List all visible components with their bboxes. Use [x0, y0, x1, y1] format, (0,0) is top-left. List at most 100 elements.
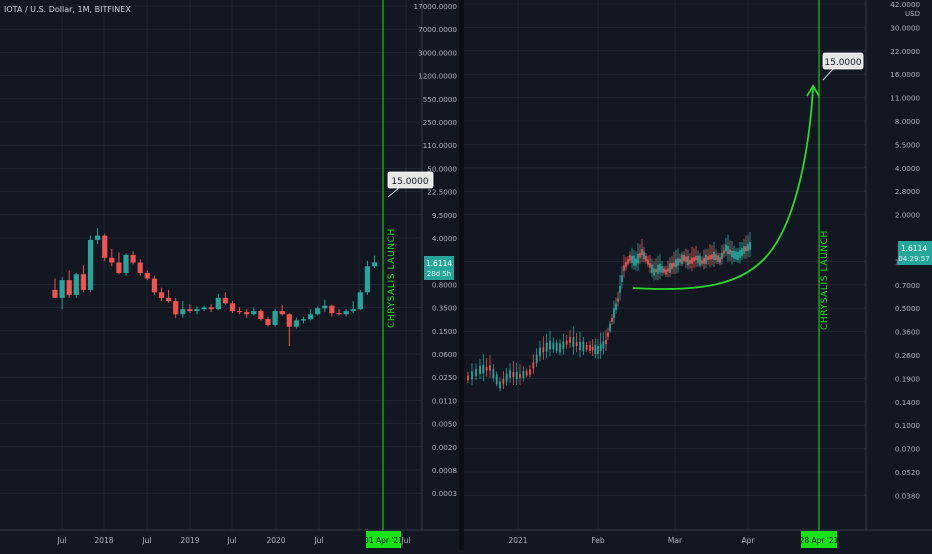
right-candle-body	[532, 362, 535, 369]
left-y-tick-label: 4.0000	[432, 234, 458, 243]
left-candle-body	[194, 309, 200, 312]
right-candle-body	[655, 269, 657, 273]
right-candle-body	[737, 251, 739, 261]
left-target-callout	[387, 171, 434, 189]
right-candle-body	[733, 250, 735, 259]
right-y-tick-label: 8.0000	[895, 117, 921, 126]
left-candle-body	[187, 309, 193, 312]
left-grid	[0, 0, 459, 531]
right-candle-body	[617, 298, 619, 302]
right-candle-body	[637, 254, 639, 264]
right-candle-body	[691, 257, 693, 264]
right-candle-body	[673, 262, 675, 267]
right-candle-body	[485, 366, 488, 371]
left-candle-body	[329, 305, 335, 314]
right-candle-body	[625, 262, 627, 268]
right-candle-body	[585, 344, 588, 350]
left-candle-body	[173, 301, 179, 315]
right-candle-body	[669, 263, 671, 273]
left-y-tick-label: 3000.0000	[418, 48, 457, 57]
left-candle-body	[215, 297, 221, 310]
left-y-tick-label: 0.0003	[432, 489, 457, 498]
left-candle-body	[343, 311, 349, 315]
left-y-tick-label: 50.0000	[427, 164, 457, 173]
left-candle-body	[144, 272, 150, 279]
left-x-tick-label: 2018	[94, 536, 113, 545]
right-candle-body	[509, 370, 511, 378]
left-candle-body	[87, 239, 94, 290]
left-candle-body	[166, 297, 172, 302]
right-y-tick-label: 30.0000	[890, 23, 920, 32]
left-candle-body	[102, 235, 108, 258]
right-candle-body	[651, 264, 653, 273]
left-y-tick-label: 17000.0000	[414, 2, 458, 11]
left-x-tick-label: 2019	[180, 536, 199, 545]
right-candle-body	[479, 365, 481, 375]
left-candle-body	[151, 278, 157, 293]
right-candle-body	[699, 255, 701, 266]
right-candle-body	[631, 255, 633, 263]
right-candle-body	[653, 268, 655, 276]
left-x-tick-label: Jul	[226, 536, 236, 545]
right-candle-body	[582, 341, 585, 352]
right-candle-body	[645, 256, 647, 262]
projection-arrowhead	[806, 84, 820, 97]
left-candle-body	[364, 266, 370, 293]
left-chart-pane[interactable]: CHRYSALIS LAUNCH 15.0000 IOTA / U.S. Dol…	[0, 0, 459, 548]
right-candle-body	[739, 250, 741, 258]
left-chart-header: IOTA / U.S. Dollar, 1M, BITFINEX	[4, 5, 131, 14]
left-price-axis[interactable]: 17000.0000 7000.0000 3000.0000 1200.0000 550…	[56, 2, 457, 545]
right-price-countdown: 04:29:57	[898, 255, 929, 263]
right-candle-body	[467, 375, 469, 381]
right-candle-body	[685, 256, 687, 263]
right-candle-body	[643, 251, 645, 260]
right-y-tick-label: 4.0000	[895, 164, 921, 173]
right-candle-body	[703, 257, 705, 264]
right-candle-body	[475, 369, 477, 377]
right-candle-body	[677, 258, 679, 266]
left-y-tick-label: 110.0000	[423, 141, 458, 150]
right-candle-body	[713, 251, 715, 261]
right-candle-body	[489, 365, 491, 371]
right-y-tick-label: 0.1000	[895, 421, 921, 430]
right-candle-body	[689, 260, 691, 264]
left-candle-body	[258, 311, 264, 320]
left-candle-body	[371, 262, 378, 267]
right-candle-body	[657, 264, 659, 274]
left-target-label: 15.0000	[391, 177, 428, 187]
right-x-tick-label: Apr	[742, 536, 756, 545]
pane-divider[interactable]	[459, 0, 464, 550]
right-price-axis[interactable]: 42.0000 30.0000 22.0000 16.0000 11.0000 8.000…	[508, 0, 920, 545]
right-candle-body	[529, 369, 531, 375]
right-candle-body	[519, 374, 521, 378]
right-candle-body	[649, 263, 651, 268]
left-price-tag: 1.6114 28d 5h	[424, 256, 454, 280]
right-event-label: CHRYSALIS LAUNCH	[820, 230, 830, 330]
left-candle-body	[95, 235, 101, 240]
right-candle-body	[665, 269, 667, 275]
right-candle-body	[611, 318, 613, 322]
right-chart-pane[interactable]: CHRYSALIS LAUNCH 15.0000 42.0000 30.0000 2…	[464, 0, 932, 548]
left-candle-body	[322, 305, 328, 309]
right-candle-body	[512, 372, 515, 378]
right-candle-body	[605, 339, 607, 345]
right-candle-body	[633, 255, 635, 266]
left-candle-body	[123, 254, 129, 273]
left-candle-body	[80, 274, 86, 290]
left-candle-body	[137, 262, 143, 273]
right-candle-body	[602, 341, 605, 349]
right-candle-body	[597, 345, 599, 355]
right-candle-body	[639, 253, 641, 258]
left-candle-body	[336, 313, 342, 315]
right-y-tick-label: 0.1900	[895, 374, 921, 383]
left-y-tick-label: 22.5000	[427, 188, 457, 197]
left-candle-body	[222, 297, 228, 304]
right-candle-body	[569, 337, 571, 343]
left-candles	[52, 228, 378, 346]
right-candle-body	[729, 249, 731, 255]
left-y-tick-label: 7000.0000	[418, 25, 457, 34]
right-candle-body	[667, 268, 669, 272]
right-candle-body	[635, 258, 637, 266]
